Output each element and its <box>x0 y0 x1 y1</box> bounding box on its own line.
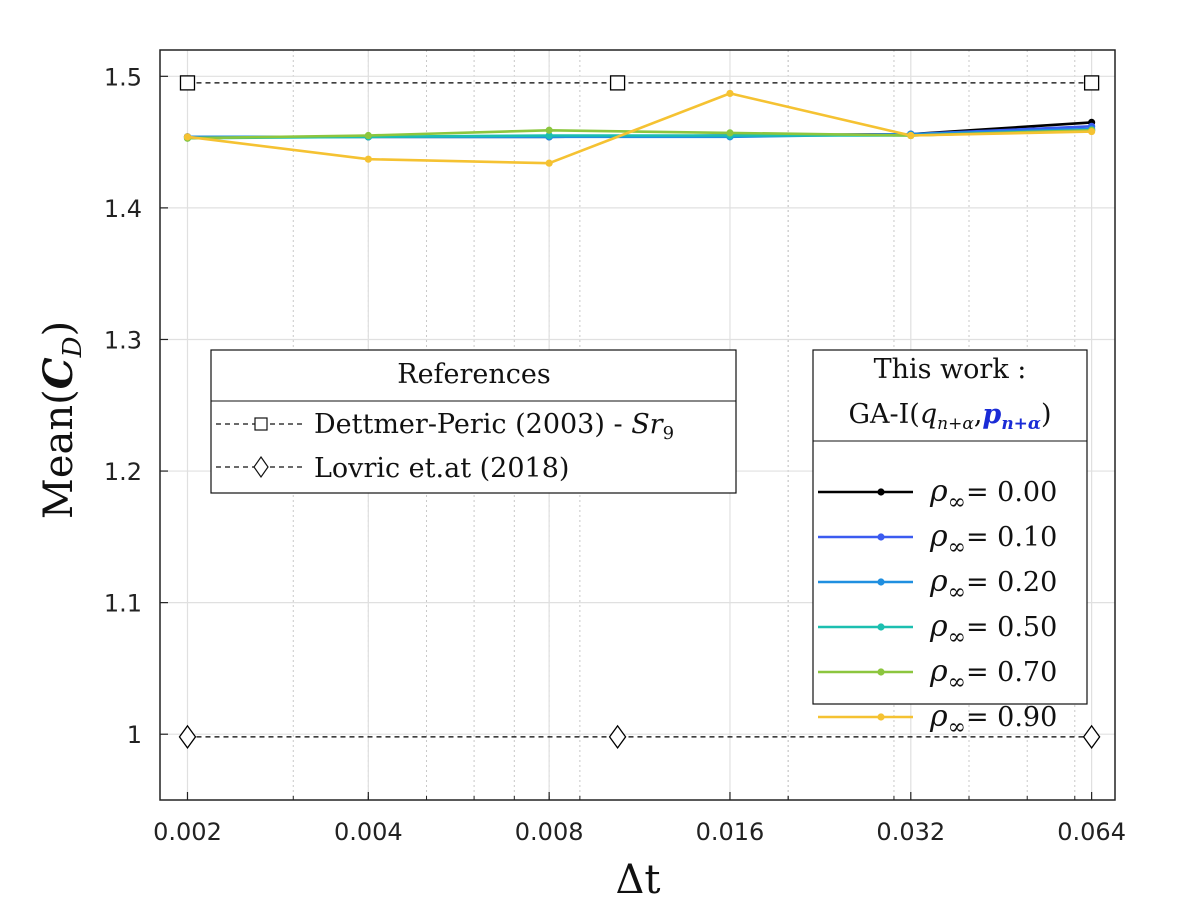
reference-marker-diamond <box>1082 724 1101 749</box>
y-tick-label: 1 <box>127 721 142 749</box>
y-axis-label: Mean(CD) <box>35 321 88 519</box>
series-legend: This work : GA-I(qn+α,pn+α) ρ∞= 0.00ρ∞= … <box>812 349 1088 740</box>
reference-marker-diamond <box>178 724 197 749</box>
series-point <box>1088 127 1096 136</box>
y-tick-label: 1.2 <box>104 458 142 486</box>
series-point <box>726 129 734 137</box>
series-legend-box <box>812 349 1088 705</box>
series-point <box>545 126 553 134</box>
series-legend-entries: ρ∞= 0.00ρ∞= 0.10ρ∞= 0.20ρ∞= 0.50ρ∞= 0.70… <box>818 474 1057 740</box>
reference-marker-square <box>609 75 626 91</box>
series-point <box>545 131 553 140</box>
tick-labels: 0.002 0.004 0.008 0.016 0.032 0.064 1 1.1 1.2 1.3… <box>104 63 1126 846</box>
axes-frame <box>159 49 1116 801</box>
references-legend: References Dettmer-Peric (2003) - Sr9 Lo… <box>210 349 737 494</box>
reference-marker-diamond <box>608 724 627 749</box>
ref-legend-label-lovric: Lovric et.at (2018) <box>314 453 569 484</box>
legend-label-rho-050: ρ∞= 0.50 <box>929 609 1057 650</box>
y-tick-label: 1.5 <box>104 63 142 91</box>
ref-legend-marker-square <box>254 417 268 431</box>
data-series <box>183 89 1096 167</box>
series-point <box>726 89 734 98</box>
series-legend-title-line2: GA-I(qn+α,pn+α) <box>848 399 1051 434</box>
x-tick-label: 0.002 <box>153 818 222 846</box>
x-tick-label: 0.016 <box>696 818 765 846</box>
y-tick-label: 1.4 <box>104 195 142 223</box>
series-point <box>364 155 372 163</box>
legend-marker <box>877 623 885 631</box>
y-tick-label: 1.1 <box>104 590 142 618</box>
ref-legend-marker-diamond <box>253 455 269 479</box>
x-tick-label: 0.008 <box>515 818 584 846</box>
ref-legend-label-dettmer: Dettmer-Peric (2003) - Sr9 <box>314 409 674 444</box>
legend-label-rho-090: ρ∞= 0.90 <box>929 699 1057 740</box>
series-line-rho-090 <box>187 92 1092 165</box>
series-legend-title-line1: This work : <box>874 354 1027 385</box>
legend-marker <box>877 713 885 721</box>
series-point <box>183 133 192 141</box>
x-tick-label: 0.064 <box>1057 818 1126 846</box>
legend-label-rho-020: ρ∞= 0.20 <box>929 564 1057 605</box>
legend-label-rho-010: ρ∞= 0.10 <box>929 519 1057 560</box>
legend-marker <box>877 488 885 496</box>
axes <box>160 75 1116 800</box>
references-legend-title: References <box>397 359 551 390</box>
legend-marker <box>877 533 885 541</box>
legend-marker <box>877 578 885 586</box>
x-tick-label: 0.032 <box>876 818 945 846</box>
x-tick-label: 0.004 <box>334 818 403 846</box>
x-axis-label: Δt <box>616 857 661 903</box>
series-point <box>907 131 915 140</box>
legend-marker <box>877 668 885 676</box>
references-legend-box <box>210 349 737 494</box>
legend-label-rho-070: ρ∞= 0.70 <box>929 654 1057 695</box>
reference-marker-square <box>1083 75 1100 91</box>
legend-label-rho-000: ρ∞= 0.00 <box>929 474 1057 515</box>
reference-lines <box>178 75 1101 749</box>
y-tick-label: 1.3 <box>104 326 142 354</box>
series-point <box>364 131 372 140</box>
reference-marker-square <box>179 75 196 91</box>
series-point <box>545 159 553 167</box>
